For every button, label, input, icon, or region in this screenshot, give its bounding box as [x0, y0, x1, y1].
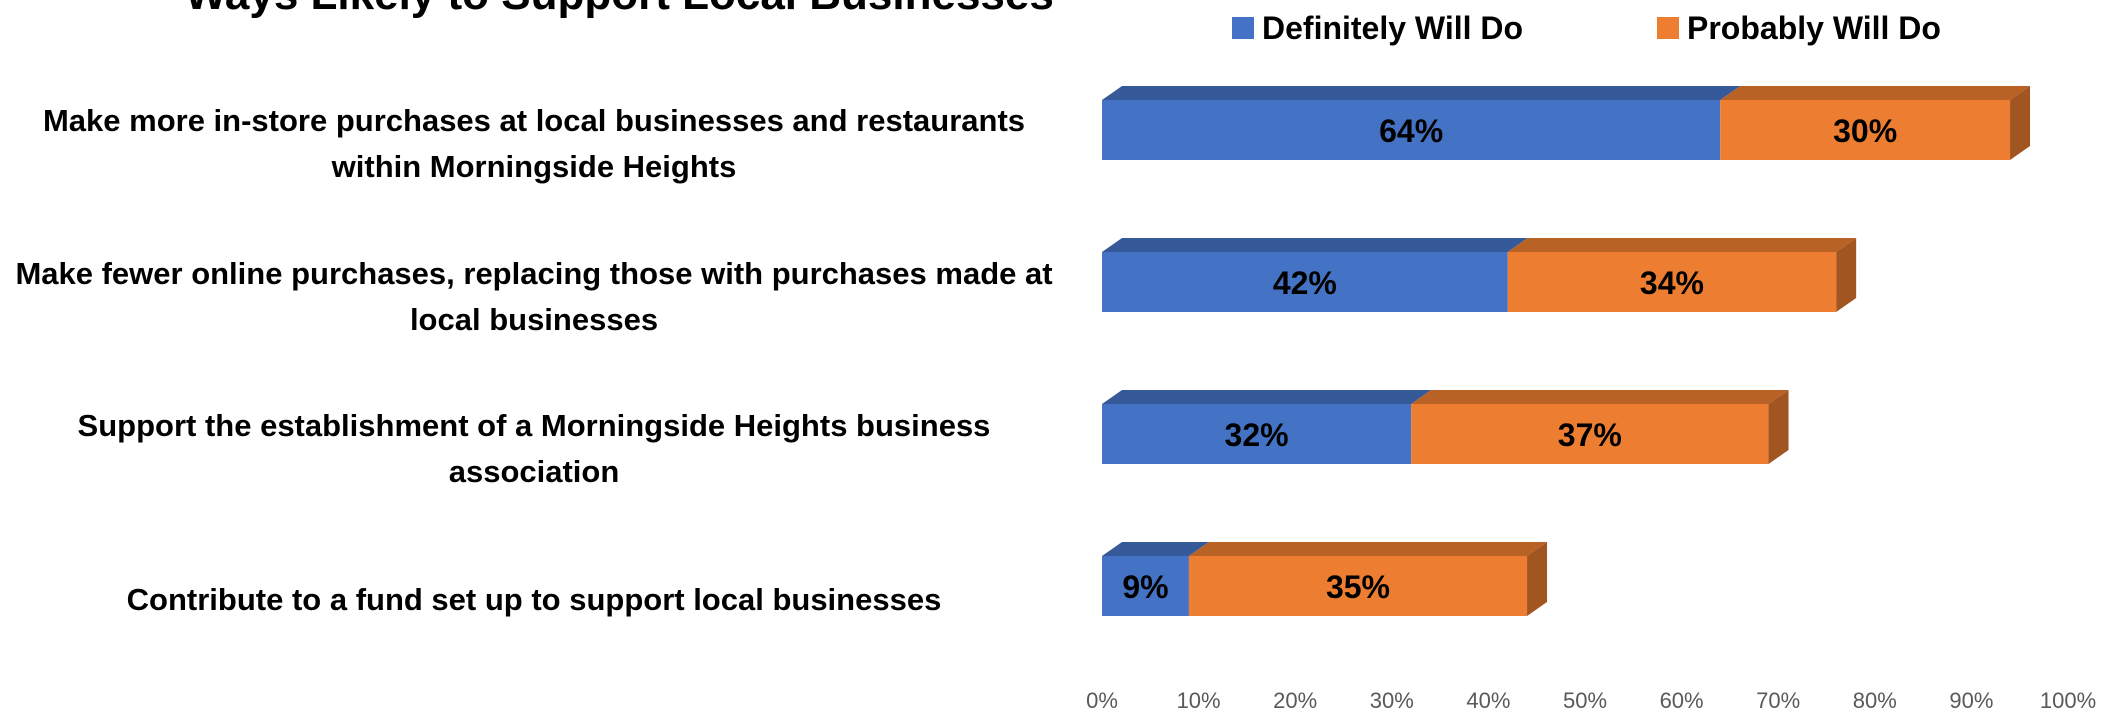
bar-side-3 — [1527, 542, 1548, 616]
chart-title: Ways Likely to Support Local Businesses — [185, 0, 1054, 20]
data-label-probably-2: 37% — [1558, 417, 1622, 453]
bar-side-0 — [2010, 86, 2031, 160]
data-label-definitely-3: 9% — [1122, 569, 1168, 605]
bar-top-definitely-3 — [1102, 542, 1209, 556]
category-label-association: Support the establishment of a Morningsi… — [77, 408, 991, 489]
bar-top-probably-2 — [1411, 390, 1789, 404]
bar-side-1 — [1836, 238, 1857, 312]
data-label-definitely-0: 64% — [1379, 113, 1443, 149]
x-tick-label: 100% — [2040, 688, 2096, 713]
bar-top-definitely-0 — [1102, 86, 1741, 100]
data-label-probably-3: 35% — [1326, 569, 1390, 605]
bar-top-definitely-2 — [1102, 390, 1432, 404]
legend-item-probably: Probably Will Do — [1657, 8, 1941, 48]
bar-definitely-1 — [1102, 252, 1508, 312]
bar-top-probably-0 — [1720, 86, 2031, 100]
x-tick-label: 30% — [1370, 688, 1414, 713]
bar-top-probably-3 — [1188, 542, 1548, 556]
category-label-in-store: Make more in-store purchases at local bu… — [42, 103, 1026, 184]
data-label-probably-1: 34% — [1640, 265, 1704, 301]
x-tick-label: 0% — [1086, 688, 1118, 713]
bar-definitely-2 — [1102, 404, 1412, 464]
legend-item-definitely: Definitely Will Do — [1232, 8, 1523, 48]
legend-swatch-definitely — [1232, 17, 1254, 39]
x-tick-label: 80% — [1853, 688, 1897, 713]
x-tick-label: 20% — [1273, 688, 1317, 713]
x-tick-label: 60% — [1660, 688, 1704, 713]
x-tick-label: 50% — [1563, 688, 1607, 713]
data-label-probably-0: 30% — [1833, 113, 1897, 149]
bar-top-probably-1 — [1507, 238, 1857, 252]
bar-probably-2 — [1411, 404, 1769, 464]
x-tick-label: 90% — [1949, 688, 1993, 713]
bar-probably-3 — [1188, 556, 1528, 616]
bar-side-2 — [1768, 390, 1789, 464]
bar-top-definitely-1 — [1102, 238, 1528, 252]
bar-definitely-0 — [1102, 100, 1721, 160]
legend-swatch-probably — [1657, 17, 1679, 39]
legend-label-definitely: Definitely Will Do — [1262, 9, 1524, 46]
legend-label-probably: Probably Will Do — [1687, 9, 1941, 46]
bar-probably-1 — [1507, 252, 1837, 312]
category-label-fund: Contribute to a fund set up to support l… — [126, 582, 942, 617]
category-label-online: Make fewer online purchases, replacing t… — [15, 256, 1053, 337]
data-label-definitely-1: 42% — [1273, 265, 1337, 301]
x-tick-label: 70% — [1756, 688, 1800, 713]
x-tick-label: 10% — [1177, 688, 1221, 713]
x-tick-label: 40% — [1466, 688, 1510, 713]
bar-definitely-3 — [1102, 556, 1189, 616]
data-label-definitely-2: 32% — [1225, 417, 1289, 453]
bar-probably-0 — [1720, 100, 2011, 160]
